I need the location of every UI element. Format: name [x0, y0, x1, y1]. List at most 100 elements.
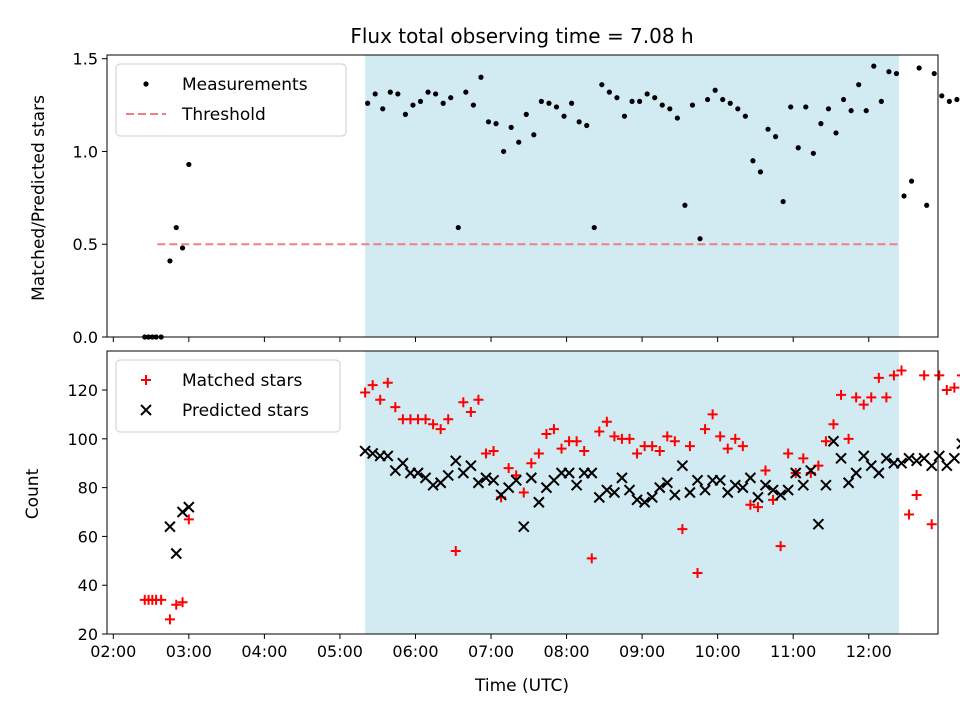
data-point [926, 519, 937, 530]
data-point [886, 69, 892, 75]
data-point [365, 100, 371, 106]
data-point [402, 111, 409, 117]
data-point [714, 474, 726, 487]
data-point [684, 441, 695, 452]
data-point [526, 458, 537, 469]
data-point [387, 89, 393, 95]
data-point [458, 397, 469, 408]
data-point [569, 100, 575, 106]
data-point [503, 463, 514, 474]
data-point [570, 479, 583, 491]
data-point [442, 469, 454, 482]
data-point [880, 452, 893, 465]
data-point [359, 445, 371, 457]
y-tick-label: 60 [78, 527, 98, 546]
data-point [366, 447, 379, 460]
data-point [443, 414, 454, 425]
data-point [553, 104, 560, 110]
data-point [179, 245, 186, 251]
data-point [531, 132, 537, 138]
data-point [888, 370, 899, 381]
data-point [173, 224, 179, 231]
y-tick-label: 40 [78, 576, 98, 595]
data-point [632, 448, 643, 459]
data-point [455, 224, 461, 231]
data-point [501, 148, 507, 155]
data-point [647, 441, 658, 452]
data-point [412, 467, 424, 479]
axes-frame [106, 350, 939, 635]
data-point [667, 106, 673, 112]
data-point [183, 501, 195, 513]
data-point [810, 150, 816, 156]
data-point [941, 385, 952, 396]
data-point [730, 433, 741, 444]
data-point [170, 547, 182, 560]
legend: Measurements Threshold [115, 63, 347, 137]
data-point [367, 380, 378, 391]
data-point [939, 93, 945, 99]
x-tick-label: 06:00 [392, 642, 438, 661]
data-point [954, 96, 960, 103]
data-point [417, 98, 424, 104]
data-point [760, 465, 771, 476]
data-point [164, 614, 175, 625]
legend-marker [140, 404, 152, 416]
data-point [508, 124, 514, 130]
data-point [450, 546, 461, 557]
data-point [465, 459, 477, 472]
data-point [727, 100, 733, 106]
data-point [858, 450, 870, 462]
data-point [752, 491, 764, 504]
legend-box [115, 359, 341, 433]
data-point [783, 448, 794, 459]
data-point [473, 394, 484, 405]
data-point [624, 433, 635, 444]
data-point [669, 489, 681, 501]
data-point [571, 436, 582, 447]
data-point [759, 479, 772, 491]
data-point [790, 467, 802, 479]
data-point [450, 455, 462, 467]
data-point [765, 126, 771, 132]
data-point [842, 477, 855, 489]
data-point [556, 443, 567, 454]
x-tick-label: 02:00 [90, 642, 136, 661]
observing-span [365, 55, 899, 337]
data-point [904, 509, 915, 520]
data-point [825, 106, 832, 112]
data-point [910, 455, 923, 467]
data-point [878, 98, 884, 104]
data-point [697, 236, 703, 242]
data-point [924, 202, 930, 208]
y-tick-label: 1.0 [73, 142, 98, 161]
data-point [652, 95, 658, 101]
data-point [511, 470, 522, 481]
data-point [533, 448, 544, 459]
data-point [614, 95, 620, 101]
data-point [518, 520, 530, 533]
data-point [390, 402, 401, 413]
ratio-panel: 0.0 0.5 1.0 1.5 Measurements Threshold [73, 50, 960, 347]
data-point [863, 108, 869, 114]
data-point [780, 198, 786, 205]
data-point [599, 82, 605, 88]
data-point [488, 446, 499, 457]
data-point [934, 370, 945, 381]
data-point [661, 477, 674, 489]
data-point [669, 436, 680, 447]
data-point [722, 443, 733, 454]
data-point [775, 541, 786, 552]
data-point [752, 502, 763, 513]
data-point [584, 122, 590, 129]
data-point [176, 506, 189, 518]
x-axis-label: Time (UTC) [474, 676, 569, 696]
data-point [493, 121, 499, 127]
y-tick-label: 80 [78, 479, 98, 498]
data-point [480, 472, 492, 484]
data-point [827, 435, 840, 447]
data-point [956, 437, 960, 450]
legend: Matched stars Predicted stars [115, 359, 341, 433]
data-point [171, 599, 182, 610]
data-point [397, 457, 409, 469]
